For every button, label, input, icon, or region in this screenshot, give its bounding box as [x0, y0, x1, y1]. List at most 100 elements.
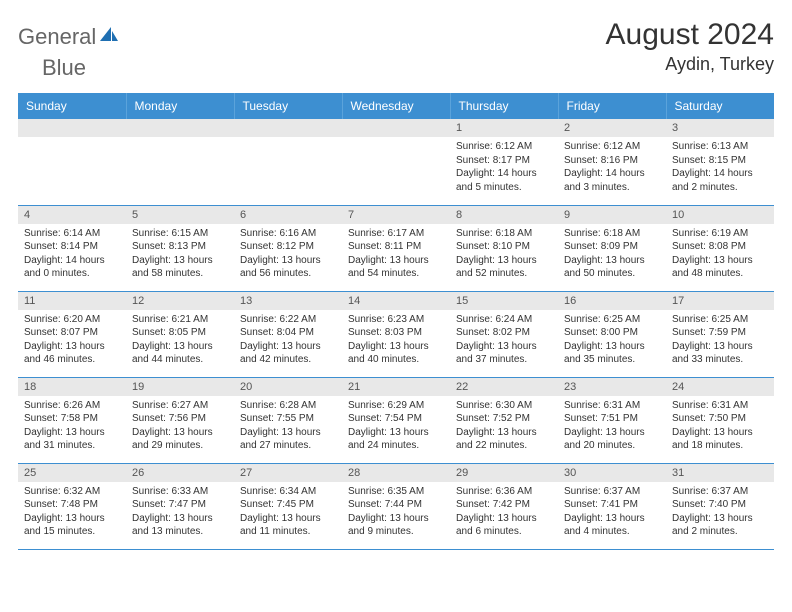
day-details: Sunrise: 6:16 AMSunset: 8:12 PMDaylight:… [234, 224, 342, 285]
day-details: Sunrise: 6:29 AMSunset: 7:54 PMDaylight:… [342, 396, 450, 457]
sunrise-line: Sunrise: 6:25 AM [564, 314, 640, 325]
day-number: 26 [126, 464, 234, 482]
daylight-line: Daylight: 13 hours and 29 minutes. [132, 427, 213, 452]
daylight-line: Daylight: 14 hours and 3 minutes. [564, 168, 645, 193]
weekday-tuesday: Tuesday [234, 93, 342, 119]
month-title: August 2024 [606, 18, 774, 52]
day-cell: 30 Sunrise: 6:37 AM Sunset: 7:41 PM Dayligh… [558, 463, 666, 549]
sunset-line: Sunset: 7:40 PM [672, 499, 746, 510]
sunrise-line: Sunrise: 6:24 AM [456, 314, 532, 325]
calendar-body: 1Sunrise: 6:12 AMSunset: 8:17 PMDaylight… [18, 119, 774, 549]
daylight-line: Daylight: 13 hours and 4 minutes. [564, 513, 645, 538]
day-number: 5 [126, 206, 234, 224]
sunrise-line: Sunrise: 6:30 AM [456, 400, 532, 411]
day-cell: 18Sunrise: 6:26 AMSunset: 7:58 PMDayligh… [18, 377, 126, 463]
day-cell: 28Sunrise: 6:35 AMSunset: 7:44 PMDayligh… [342, 463, 450, 549]
day-details: Sunrise: 6:18 AMSunset: 8:10 PMDaylight:… [450, 224, 558, 285]
daylight-line: Daylight: 13 hours and 13 minutes. [132, 513, 213, 538]
day-details: Sunrise: 6:19 AMSunset: 8:08 PMDaylight:… [666, 224, 774, 285]
daylight-line: Daylight: 13 hours and 6 minutes. [456, 513, 537, 538]
daylight-line: Daylight: 13 hours and 9 minutes. [348, 513, 429, 538]
day-number: 4 [18, 206, 126, 224]
sunrise-line: Sunrise: 6:31 AM [672, 400, 748, 411]
sunrise-line: Sunrise: 6:35 AM [348, 486, 424, 497]
sunset-line: Sunset: 8:09 PM [564, 241, 638, 252]
sunset-line: Sunset: 7:41 PM [564, 499, 638, 510]
day-details: Sunrise: 6:30 AMSunset: 7:52 PMDaylight:… [450, 396, 558, 457]
day-cell: 4Sunrise: 6:14 AMSunset: 8:14 PMDaylight… [18, 205, 126, 291]
sunrise-line: Sunrise: 6:31 AM [564, 400, 640, 411]
sunset-line: Sunset: 7:45 PM [240, 499, 314, 510]
sunset-line: Sunset: 8:07 PM [24, 327, 98, 338]
day-details: Sunrise: 6:24 AMSunset: 8:02 PMDaylight:… [450, 310, 558, 371]
day-number: 12 [126, 292, 234, 310]
day-number: 14 [342, 292, 450, 310]
day-details: Sunrise: 6:28 AMSunset: 7:55 PMDaylight:… [234, 396, 342, 457]
sunrise-line: Sunrise: 6:36 AM [456, 486, 532, 497]
sunset-line: Sunset: 7:56 PM [132, 413, 206, 424]
sunrise-line: Sunrise: 6:18 AM [456, 228, 532, 239]
sunset-line: Sunset: 8:10 PM [456, 241, 530, 252]
day-cell: 13Sunrise: 6:22 AMSunset: 8:04 PMDayligh… [234, 291, 342, 377]
sunset-line: Sunset: 8:04 PM [240, 327, 314, 338]
sunrise-line: Sunrise: 6:28 AM [240, 400, 316, 411]
day-cell [18, 119, 126, 205]
calendar-row: 11Sunrise: 6:20 AMSunset: 8:07 PMDayligh… [18, 291, 774, 377]
logo: General [18, 18, 122, 50]
empty-day [342, 119, 450, 137]
day-cell [234, 119, 342, 205]
day-cell: 11Sunrise: 6:20 AMSunset: 8:07 PMDayligh… [18, 291, 126, 377]
calendar-table: Sunday Monday Tuesday Wednesday Thursday… [18, 93, 774, 550]
sunrise-line: Sunrise: 6:37 AM [564, 486, 640, 497]
daylight-line: Daylight: 14 hours and 0 minutes. [24, 255, 105, 280]
day-cell: 29Sunrise: 6:36 AMSunset: 7:42 PMDayligh… [450, 463, 558, 549]
day-number: 17 [666, 292, 774, 310]
sunset-line: Sunset: 8:12 PM [240, 241, 314, 252]
daylight-line: Daylight: 14 hours and 5 minutes. [456, 168, 537, 193]
day-cell: 23Sunrise: 6:31 AMSunset: 7:51 PMDayligh… [558, 377, 666, 463]
day-cell: 27Sunrise: 6:34 AMSunset: 7:45 PMDayligh… [234, 463, 342, 549]
day-cell: 1Sunrise: 6:12 AMSunset: 8:17 PMDaylight… [450, 119, 558, 205]
sunset-line: Sunset: 8:05 PM [132, 327, 206, 338]
calendar-row: 18Sunrise: 6:26 AMSunset: 7:58 PMDayligh… [18, 377, 774, 463]
daylight-line: Daylight: 13 hours and 48 minutes. [672, 255, 753, 280]
day-details: Sunrise: 6:35 AMSunset: 7:44 PMDaylight:… [342, 482, 450, 543]
day-details: Sunrise: 6:22 AMSunset: 8:04 PMDaylight:… [234, 310, 342, 371]
daylight-line: Daylight: 13 hours and 37 minutes. [456, 341, 537, 366]
day-details: Sunrise: 6:12 AMSunset: 8:16 PMDaylight:… [558, 137, 666, 198]
day-cell: 16Sunrise: 6:25 AMSunset: 8:00 PMDayligh… [558, 291, 666, 377]
day-details: Sunrise: 6:31 AMSunset: 7:51 PMDaylight:… [558, 396, 666, 457]
sunrise-line: Sunrise: 6:12 AM [564, 141, 640, 152]
day-cell: 12Sunrise: 6:21 AMSunset: 8:05 PMDayligh… [126, 291, 234, 377]
sunset-line: Sunset: 8:03 PM [348, 327, 422, 338]
day-details: Sunrise: 6:18 AMSunset: 8:09 PMDaylight:… [558, 224, 666, 285]
day-number: 7 [342, 206, 450, 224]
day-number: 29 [450, 464, 558, 482]
sunrise-line: Sunrise: 6:23 AM [348, 314, 424, 325]
sunset-line: Sunset: 7:48 PM [24, 499, 98, 510]
daylight-line: Daylight: 13 hours and 11 minutes. [240, 513, 321, 538]
weekday-sunday: Sunday [18, 93, 126, 119]
sunrise-line: Sunrise: 6:17 AM [348, 228, 424, 239]
day-cell: 5Sunrise: 6:15 AMSunset: 8:13 PMDaylight… [126, 205, 234, 291]
day-number: 30 [558, 464, 666, 482]
day-number: 20 [234, 378, 342, 396]
weekday-thursday: Thursday [450, 93, 558, 119]
sunrise-line: Sunrise: 6:37 AM [672, 486, 748, 497]
daylight-line: Daylight: 13 hours and 18 minutes. [672, 427, 753, 452]
calendar-row: 4Sunrise: 6:14 AMSunset: 8:14 PMDaylight… [18, 205, 774, 291]
empty-day [18, 119, 126, 137]
weekday-saturday: Saturday [666, 93, 774, 119]
day-cell: 26Sunrise: 6:33 AMSunset: 7:47 PMDayligh… [126, 463, 234, 549]
daylight-line: Daylight: 13 hours and 20 minutes. [564, 427, 645, 452]
day-details: Sunrise: 6:13 AMSunset: 8:15 PMDaylight:… [666, 137, 774, 198]
logo-text-general: General [18, 24, 96, 50]
day-number: 8 [450, 206, 558, 224]
daylight-line: Daylight: 13 hours and 15 minutes. [24, 513, 105, 538]
daylight-line: Daylight: 13 hours and 46 minutes. [24, 341, 105, 366]
sunset-line: Sunset: 7:55 PM [240, 413, 314, 424]
day-cell: 9Sunrise: 6:18 AMSunset: 8:09 PMDaylight… [558, 205, 666, 291]
day-cell: 14Sunrise: 6:23 AMSunset: 8:03 PMDayligh… [342, 291, 450, 377]
sunrise-line: Sunrise: 6:21 AM [132, 314, 208, 325]
day-details: Sunrise: 6:17 AMSunset: 8:11 PMDaylight:… [342, 224, 450, 285]
